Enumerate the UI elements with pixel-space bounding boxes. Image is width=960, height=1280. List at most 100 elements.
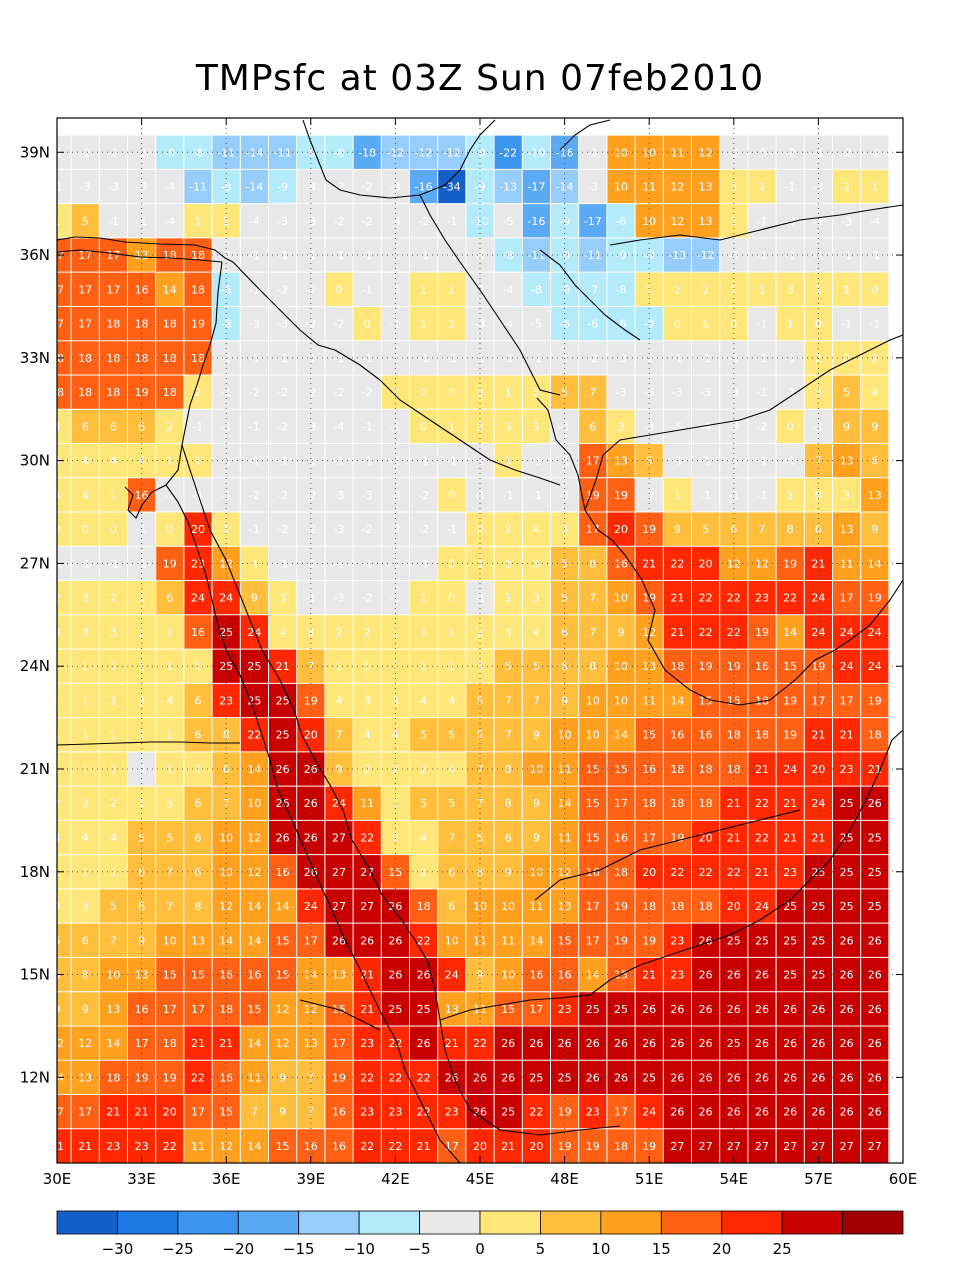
heatmap-cell <box>324 512 354 547</box>
cell-value-label: -3 <box>334 592 345 605</box>
heatmap-cell <box>663 614 692 650</box>
cell-value-label: 5 <box>420 797 427 810</box>
heatmap-cell <box>832 614 862 650</box>
heatmap-cell <box>522 820 551 856</box>
heatmap-cell <box>57 477 72 513</box>
cell-value-label: -1 <box>785 352 796 365</box>
cell-value-label: -1 <box>728 489 739 502</box>
cell-value-label: 1 <box>110 729 117 742</box>
cell-value-label: 8 <box>505 763 512 776</box>
cell-value-label: -9 <box>644 318 655 331</box>
heatmap-cell <box>240 135 269 170</box>
heatmap-cell <box>635 888 664 924</box>
heatmap-cell <box>212 888 241 924</box>
heatmap-cell <box>691 135 721 170</box>
cell-value-label: 1 <box>82 729 89 742</box>
heatmap-cell <box>663 786 692 821</box>
heatmap-cell <box>99 991 128 1027</box>
cell-value-label: -8 <box>334 146 345 159</box>
cell-value-label: 4 <box>420 832 427 845</box>
cell-value-label: 14 <box>614 729 628 742</box>
heatmap-cell <box>578 409 608 444</box>
heatmap-cell <box>268 614 298 650</box>
cell-value-label: 6 <box>82 420 89 433</box>
heatmap-cell <box>691 272 721 307</box>
cell-value-label: 6 <box>195 729 202 742</box>
cell-value-label: -11 <box>527 249 545 262</box>
heatmap-cell <box>494 820 523 856</box>
cell-value-label: 8 <box>82 969 89 982</box>
heatmap-cell <box>409 169 439 205</box>
heatmap-cell <box>691 203 721 239</box>
cell-value-label: 19 <box>755 626 769 639</box>
cell-value-label: 4 <box>533 523 540 536</box>
cell-value-label: 10 <box>614 660 628 673</box>
colorbar-label: 20 <box>712 1240 731 1258</box>
heatmap-cell <box>663 1128 692 1163</box>
cell-value-label: 10 <box>614 181 628 194</box>
cell-value-label: 3 <box>138 694 145 707</box>
cell-value-label: 7 <box>110 934 117 947</box>
cell-value-label: 16 <box>135 1003 149 1016</box>
cell-value-label: 10 <box>529 763 543 776</box>
cell-value-label: -1 <box>362 420 373 433</box>
cell-value-label: 3 <box>505 420 512 433</box>
heatmap-cell <box>606 374 636 410</box>
heatmap-cell <box>437 203 467 239</box>
heatmap-cell <box>691 991 721 1027</box>
heatmap-cell <box>522 169 551 205</box>
heatmap-cell <box>606 991 636 1027</box>
heatmap-cell <box>57 649 72 684</box>
heatmap-cell <box>465 751 495 787</box>
heatmap-cell <box>99 854 128 890</box>
heatmap-cell <box>663 888 692 924</box>
cell-value-label: 13 <box>332 969 346 982</box>
cell-value-label: 4 <box>420 694 427 707</box>
heatmap-cell <box>324 1128 354 1163</box>
heatmap-cell <box>409 306 439 342</box>
cell-value-label: 17 <box>50 249 64 262</box>
lat-tick-label: 36N <box>20 246 50 264</box>
cell-value-label: -1 <box>52 181 63 194</box>
heatmap-cell <box>57 751 72 787</box>
heatmap-cell <box>57 683 72 719</box>
heatmap-cell <box>155 135 185 170</box>
cell-value-label: 25 <box>417 1003 431 1016</box>
heatmap-cell <box>747 1128 777 1163</box>
heatmap-cell <box>719 888 749 924</box>
lat-tick-label: 30N <box>20 452 50 470</box>
cell-value-label: 15 <box>642 729 656 742</box>
heatmap-cell <box>494 135 523 170</box>
cell-value-label: 3 <box>505 626 512 639</box>
heatmap-cell <box>776 272 805 307</box>
cell-value-label: 11 <box>642 694 656 707</box>
cell-value-label: 10 <box>642 215 656 228</box>
cell-value-label: 16 <box>670 729 684 742</box>
cell-value-label: 26 <box>417 1037 431 1050</box>
colorbar-label: −5 <box>409 1240 431 1258</box>
cell-value-label: 7 <box>759 523 766 536</box>
heatmap-cell <box>606 306 636 342</box>
cell-value-label: -1 <box>757 249 768 262</box>
cell-value-label: 26 <box>755 1003 769 1016</box>
cell-value-label: -2 <box>334 386 345 399</box>
cell-value-label: -1 <box>136 523 147 536</box>
heatmap-cell <box>606 614 636 650</box>
heatmap-cell <box>663 1025 692 1061</box>
cell-value-label: 21 <box>783 797 797 810</box>
cell-value-label: 21 <box>501 1140 515 1153</box>
heatmap-cell <box>155 169 185 205</box>
cell-value-label: 13 <box>840 455 854 468</box>
cell-value-label: 6 <box>110 420 117 433</box>
cell-value-label: 3 <box>110 626 117 639</box>
cell-value-label: 22 <box>755 797 769 810</box>
heatmap-cell <box>324 1025 354 1061</box>
cell-value-label: 19 <box>614 489 628 502</box>
heatmap-cell <box>57 1060 72 1095</box>
cell-value-label: 14 <box>106 1037 120 1050</box>
cell-value-label: 6 <box>138 866 145 879</box>
cell-value-label: 7 <box>505 729 512 742</box>
cell-value-label: -1 <box>700 352 711 365</box>
cell-value-label: -2 <box>362 592 373 605</box>
cell-value-label: -3 <box>305 420 316 433</box>
